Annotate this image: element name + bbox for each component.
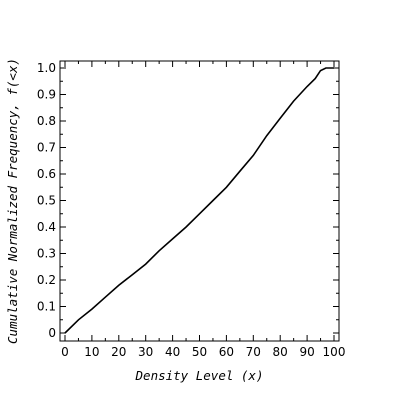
plot-frame: [59, 60, 340, 342]
x-tick-label: 60: [219, 345, 234, 359]
x-tick-label: 50: [192, 345, 207, 359]
y-tick-label: 0.5: [37, 194, 56, 208]
x-tick-label: 80: [273, 345, 288, 359]
y-tick-label: 0.6: [37, 167, 56, 181]
series-line: [64, 67, 334, 334]
y-tick-label: 1.0: [37, 61, 56, 75]
y-tick-label: 0.7: [37, 141, 56, 155]
x-tick-label: 10: [84, 345, 99, 359]
x-tick-label: 40: [165, 345, 180, 359]
x-tick-label: 30: [138, 345, 153, 359]
y-tick-label: 0.3: [37, 247, 56, 261]
x-tick-label: 0: [61, 345, 69, 359]
y-tick-label: 0.4: [37, 220, 56, 234]
y-tick-label: 0.8: [37, 114, 56, 128]
y-tick-label: 0.9: [37, 88, 56, 102]
tick-labels: 0 10 20 30 40 50 60 70 80 90 100 0 0.1 0.2 0.3 0.4 0.5 0.…: [37, 61, 346, 359]
y-tick-label: 0.1: [37, 300, 56, 314]
y-tick-label: 0.2: [37, 273, 56, 287]
x-tick-label: 100: [323, 345, 346, 359]
y-tick-label: 0: [48, 326, 56, 340]
tick-marks: [60, 61, 339, 341]
x-tick-label: 20: [111, 345, 126, 359]
x-tick-label: 90: [299, 345, 314, 359]
x-axis-label: Density Level (x): [135, 368, 264, 383]
y-axis-label: Cumulative Normalized Frequency, f(<x): [5, 58, 20, 344]
x-tick-label: 70: [246, 345, 261, 359]
